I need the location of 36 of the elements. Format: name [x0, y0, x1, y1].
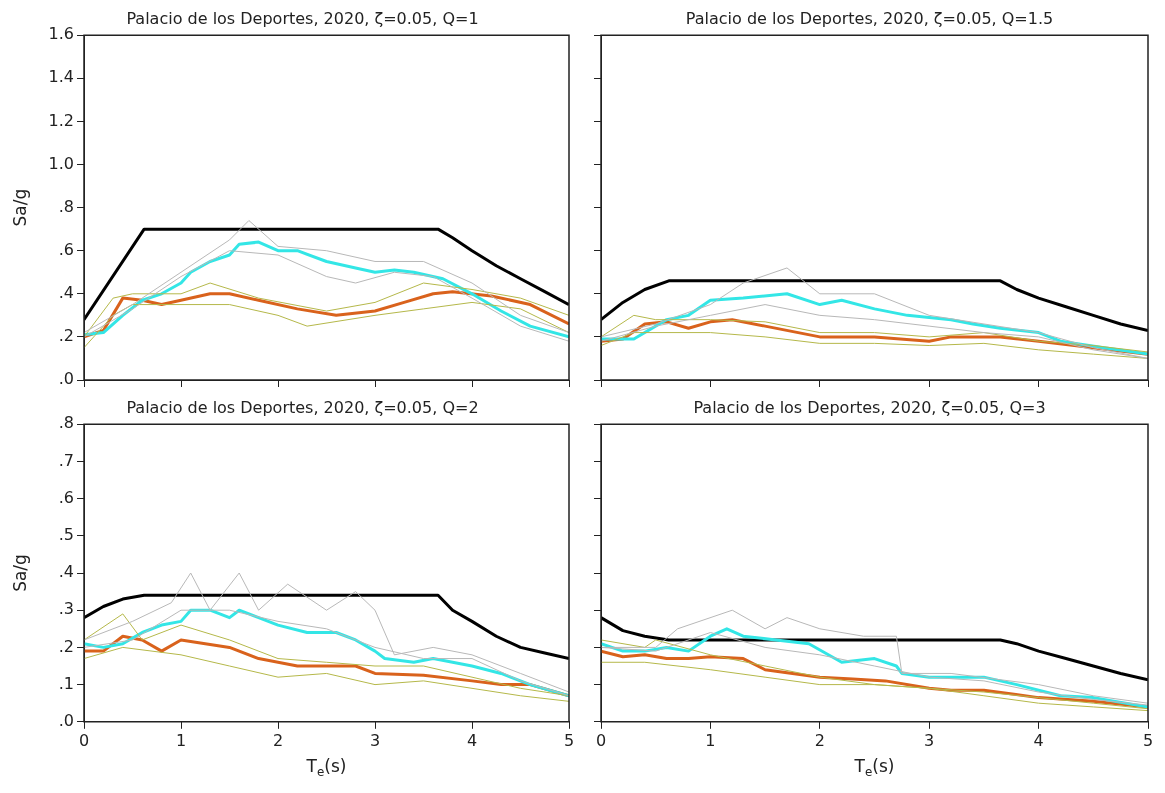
y-tick-label: 1.2: [48, 110, 74, 130]
x-tick-label: 3: [924, 730, 935, 750]
y-tick-label: .0: [58, 369, 74, 389]
x-tick-label: 4: [1033, 730, 1044, 750]
x-tick-label: 5: [563, 730, 575, 750]
y-tick-label: .2: [58, 326, 74, 346]
x-tick-label: 4: [466, 730, 478, 750]
x-tick-label: 3: [369, 730, 381, 750]
x-tick-label: 2: [814, 730, 825, 750]
chart-title: Palacio de los Deportes, 2020, ζ=0.05, Q=1.5: [685, 8, 1054, 28]
y-tick-label: .6: [58, 239, 74, 259]
y-tick-label: .4: [58, 562, 74, 582]
x-tick-label: 0: [595, 730, 607, 750]
y-tick-label: .8: [58, 413, 74, 433]
y-tick-label: .6: [58, 487, 74, 507]
x-tick-label: 5: [1142, 730, 1154, 750]
chart-title: Palacio de los Deportes, 2020, ζ=0.05, Q=2: [126, 397, 479, 417]
x-tick-label: 2: [272, 730, 284, 750]
y-tick-label: .2: [58, 636, 74, 656]
y-tick-label: .1: [58, 673, 74, 693]
y-tick-label: .5: [58, 524, 74, 544]
y-axis-title: Sa/g: [10, 554, 31, 592]
y-tick-label: .8: [58, 196, 74, 216]
x-tick-label: 1: [175, 730, 187, 750]
y-tick-label: .4: [58, 282, 74, 302]
y-tick-label: 1.6: [48, 24, 74, 44]
y-tick-label: 1.0: [48, 153, 74, 173]
x-tick-label: 1: [705, 730, 716, 750]
y-tick-label: .3: [58, 599, 74, 619]
y-axis-title: Sa/g: [10, 188, 31, 227]
x-tick-label: 0: [78, 730, 90, 750]
chart-title: Palacio de los Deportes, 2020, ζ=0.05, Q=3: [693, 397, 1046, 417]
y-tick-label: .7: [58, 450, 74, 470]
chart-title: Palacio de los Deportes, 2020, ζ=0.05, Q=1: [126, 8, 479, 28]
y-tick-label: .0: [58, 710, 74, 730]
y-tick-label: 1.4: [48, 67, 74, 87]
